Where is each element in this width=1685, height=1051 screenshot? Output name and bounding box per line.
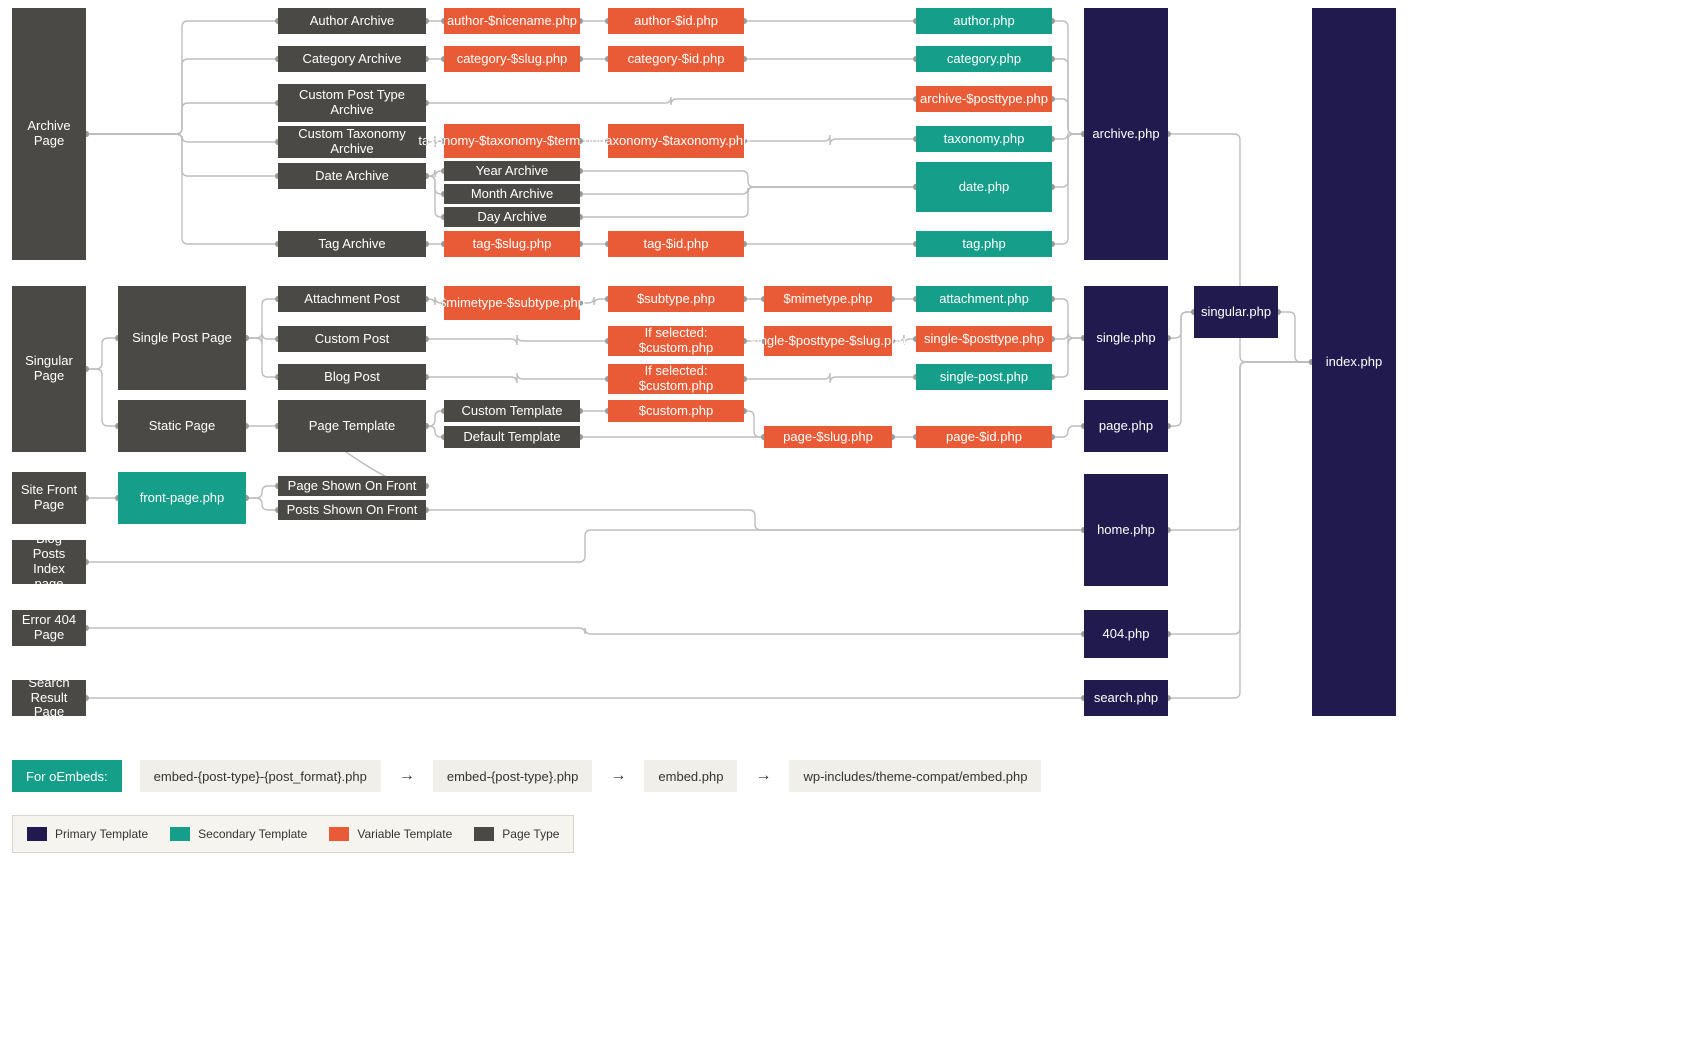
legend-label: Primary Template: [55, 827, 148, 841]
node-single_post_pg: Single Post Page: [118, 286, 246, 390]
legend-item: Variable Template: [329, 827, 452, 841]
node-site_front: Site Front Page: [12, 472, 86, 524]
node-home_php: home.php: [1084, 474, 1168, 586]
node-archive_root: Archive Page: [12, 8, 86, 260]
node-custom_post: Custom Post: [278, 326, 426, 352]
node-cpt_arch: Custom Post Type Archive: [278, 84, 426, 122]
node-year_arch: Year Archive: [444, 161, 580, 181]
arrow-right-icon: →: [399, 767, 415, 785]
node-single_post_php: single-post.php: [916, 364, 1052, 390]
legend-swatch: [474, 827, 494, 841]
node-page_on_front: Page Shown On Front: [278, 476, 426, 496]
node-err404: Error 404 Page: [12, 610, 86, 646]
node-subtype: $subtype.php: [608, 286, 744, 312]
node-tax_arch: Custom Taxonomy Archive: [278, 126, 426, 158]
legend-swatch: [170, 827, 190, 841]
legend-swatch: [329, 827, 349, 841]
node-custom_php: $custom.php: [608, 400, 744, 422]
oembed-step: embed-{post-type}-{post_format}.php: [140, 760, 381, 792]
node-search_root: Search Result Page: [12, 680, 86, 716]
oembed-step: embed-{post-type}.php: [433, 760, 593, 792]
node-month_arch: Month Archive: [444, 184, 580, 204]
node-php404: 404.php: [1084, 610, 1168, 658]
node-attach_php: attachment.php: [916, 286, 1052, 312]
node-tag_slug: tag-$slug.php: [444, 231, 580, 257]
node-singular_root: Singular Page: [12, 286, 86, 452]
node-tax_tax: taxonomy-$taxonomy.php: [608, 124, 744, 158]
node-mime_sub: $mimetype-$subtype.php: [444, 286, 580, 320]
node-custom_sel2: If selected: $custom.php: [608, 364, 744, 394]
oembed-lead: For oEmbeds:: [12, 760, 122, 792]
node-date_php: date.php: [916, 162, 1052, 212]
node-page_id: page-$id.php: [916, 426, 1052, 448]
node-tag_php: tag.php: [916, 231, 1052, 257]
node-tax_php: taxonomy.php: [916, 126, 1052, 152]
node-cat_slug: category-$slug.php: [444, 46, 580, 72]
legend-label: Variable Template: [357, 827, 452, 841]
legend: Primary Template Secondary Template Variab…: [12, 815, 574, 853]
node-arch_pt: archive-$posttype.php: [916, 86, 1052, 112]
legend-item: Primary Template: [27, 827, 148, 841]
node-page_tmpl: Page Template: [278, 400, 426, 452]
node-custom_tmpl: Custom Template: [444, 400, 580, 422]
arrow-right-icon: →: [755, 767, 771, 785]
arrow-right-icon: →: [610, 767, 626, 785]
node-cat_php: category.php: [916, 46, 1052, 72]
node-author_php: author.php: [916, 8, 1052, 34]
node-attach_post: Attachment Post: [278, 286, 426, 312]
node-archive_php: archive.php: [1084, 8, 1168, 260]
oembed-step: wp-includes/theme-compat/embed.php: [789, 760, 1041, 792]
node-blog_post: Blog Post: [278, 364, 426, 390]
node-page_php: page.php: [1084, 400, 1168, 452]
node-blog_index: Blog Posts Index page: [12, 540, 86, 584]
node-author_arch: Author Archive: [278, 8, 426, 34]
legend-label: Secondary Template: [198, 827, 307, 841]
node-cat_id: category-$id.php: [608, 46, 744, 72]
node-page_slug: page-$slug.php: [764, 426, 892, 448]
node-default_tmpl: Default Template: [444, 426, 580, 448]
legend-item: Page Type: [474, 827, 559, 841]
node-tax_term: taxonomy-$taxonomy-$term.php: [444, 124, 580, 158]
node-mimetype: $mimetype.php: [764, 286, 892, 312]
oembed-step: embed.php: [644, 760, 737, 792]
node-singular_php: singular.php: [1194, 286, 1278, 338]
node-author_nice: author-$nicename.php: [444, 8, 580, 34]
legend-swatch: [27, 827, 47, 841]
node-author_id: author-$id.php: [608, 8, 744, 34]
node-tag_arch: Tag Archive: [278, 231, 426, 257]
node-single_pt: single-$posttype.php: [916, 326, 1052, 352]
node-front_page_php: front-page.php: [118, 472, 246, 524]
node-search_php: search.php: [1084, 680, 1168, 716]
node-custom_sel1: If selected: $custom.php: [608, 326, 744, 356]
node-index_php: index.php: [1312, 8, 1396, 716]
oembed-strip: For oEmbeds: embed-{post-type}-{post_form…: [12, 760, 1041, 792]
node-single_php: single.php: [1084, 286, 1168, 390]
node-static_page: Static Page: [118, 400, 246, 452]
node-date_arch: Date Archive: [278, 163, 426, 189]
node-cat_arch: Category Archive: [278, 46, 426, 72]
node-single_pt_slug: single-$posttype-$slug.php: [764, 326, 892, 356]
legend-item: Secondary Template: [170, 827, 307, 841]
node-day_arch: Day Archive: [444, 207, 580, 227]
node-tag_id: tag-$id.php: [608, 231, 744, 257]
legend-label: Page Type: [502, 827, 559, 841]
node-posts_on_front: Posts Shown On Front: [278, 500, 426, 520]
